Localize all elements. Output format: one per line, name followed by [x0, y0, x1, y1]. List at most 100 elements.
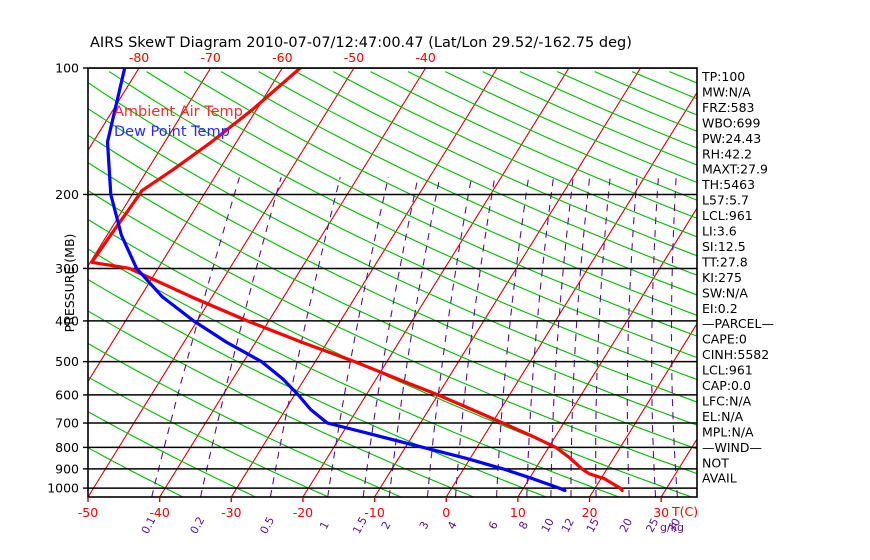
plot-frame [87, 67, 698, 498]
pressure-axis: 100 200 300 400 500 600 700 800 900 1000 [47, 61, 88, 496]
stat-line: SW:N/A [702, 285, 748, 300]
stat-line: TH:5463 [701, 177, 755, 192]
dry-adiabat [88, 248, 620, 497]
stat-line: SI:12.5 [702, 239, 746, 254]
stat-line: TT:27.8 [701, 254, 748, 269]
top-temp-tick-label: -80 [129, 50, 149, 65]
bottom-temp-tick-label: 20 [582, 505, 598, 520]
mixing-ratio-line [651, 177, 659, 497]
mixing-ratio-line [526, 177, 555, 497]
dewpoint-trace [105, 68, 567, 493]
stat-line: WBO:699 [702, 115, 760, 130]
pressure-tick-label: 300 [55, 261, 79, 276]
mixing-ratio-line [151, 177, 241, 497]
isotherm [88, 68, 355, 497]
pressure-tick-label: 1000 [47, 481, 79, 496]
mixing-ratio-lines [151, 177, 678, 497]
page-title: AIRS SkewT Diagram 2010-07-07/12:47:00.4… [90, 35, 632, 51]
bottom-temp-tick-label: 0 [442, 505, 450, 520]
pressure-tick-label: 900 [55, 461, 79, 476]
bottom-temp-tick-label: -50 [78, 505, 98, 520]
dry-adiabat [88, 447, 184, 497]
dry-adiabat [258, 71, 697, 276]
x-axis-label-mixing: g/kg [660, 521, 684, 534]
mixing-ratio-line [454, 177, 496, 497]
isotherm [88, 68, 212, 267]
bottom-temperature-axis: -50 -40 -30 -20 -10 0 10 20 30 [78, 497, 669, 520]
top-temp-tick-label: -50 [344, 50, 364, 65]
dry-adiabat [88, 81, 697, 381]
mixing-ratio-tick-label: 10 [539, 516, 557, 534]
mixing-ratio-tick-label: 20 [617, 516, 635, 534]
mixing-ratio-line [496, 177, 530, 497]
pressure-tick-label: 800 [55, 440, 79, 455]
pressure-tick-label: 200 [55, 187, 79, 202]
mixing-ratio-tick-label: 25 [643, 516, 661, 534]
top-temp-tick-label: -60 [272, 50, 292, 65]
bottom-temp-tick-label: -10 [364, 505, 384, 520]
mixing-ratio-line [199, 177, 282, 497]
dry-adiabat [88, 189, 697, 475]
stat-line: —PARCEL— [702, 316, 774, 331]
mixing-ratio-line [550, 177, 574, 497]
mixing-ratio-line [570, 177, 591, 497]
stat-line: LI:3.6 [702, 224, 737, 239]
temperature-trace [90, 68, 624, 493]
mixing-ratio-line [388, 177, 441, 497]
y-axis-label: PRESSURE (MB) [62, 234, 77, 333]
pressure-tick-label: 700 [55, 416, 79, 431]
bottom-temp-tick-label: -30 [221, 505, 241, 520]
dry-adiabat [88, 107, 697, 403]
dry-adiabat [183, 71, 697, 316]
dry-adiabat [108, 71, 697, 359]
pressure-tick-label: 400 [55, 313, 79, 328]
stat-line: MAXT:27.9 [702, 162, 768, 177]
legend-dew-point-temp: Dew Point Temp [114, 124, 230, 140]
isobar-lines [88, 68, 697, 489]
pressure-tick-label: 100 [55, 61, 79, 76]
stat-line: LCL:961 [702, 208, 753, 223]
stat-line: LCL:961 [702, 363, 753, 378]
stat-line: PW:24.43 [702, 131, 761, 146]
isotherm [159, 68, 427, 497]
bottom-temp-tick-label: -20 [293, 505, 313, 520]
top-temp-tick-label: -40 [415, 50, 435, 65]
stat-line: MPL:N/A [702, 424, 754, 439]
stat-line: —WIND— [702, 440, 762, 455]
isotherm [230, 68, 498, 497]
dry-adiabat [220, 71, 697, 296]
mixing-ratio-line [426, 177, 473, 497]
sounding-traces [90, 68, 624, 493]
top-temp-tick-label: -70 [200, 50, 220, 65]
isotherm [517, 207, 697, 497]
stat-line: EI:0.2 [702, 301, 738, 316]
stat-line: FRZ:583 [702, 100, 755, 115]
stat-line: EL:N/A [702, 409, 744, 424]
dry-adiabat [295, 71, 697, 257]
mixing-ratio-line [362, 177, 419, 497]
mixing-ratio-line [595, 177, 611, 497]
stat-line: CAPE:0 [702, 332, 747, 347]
pressure-tick-label: 500 [55, 354, 79, 369]
stats-panel: TP:100MW:N/AFRZ:583WBO:699PW:24.43RH:42.… [701, 69, 774, 486]
mixing-ratio-line [327, 177, 389, 497]
stat-line: TP:100 [701, 69, 745, 84]
bottom-temp-tick-label: 30 [653, 505, 669, 520]
stat-line: KI:275 [702, 270, 742, 285]
mixing-ratio-tick-label: 12 [559, 516, 577, 534]
mixing-ratio-line [626, 177, 638, 497]
isotherm [302, 68, 570, 497]
dry-adiabat [88, 376, 329, 497]
stat-line: CAP:0.0 [702, 378, 751, 393]
mixing-ratio-tick-label: 30 [665, 516, 683, 534]
mixing-ratio-line [670, 177, 678, 497]
stat-line: MW:N/A [702, 84, 751, 99]
stat-line: NOT [702, 455, 729, 470]
bottom-temp-tick-label: 10 [510, 505, 526, 520]
top-temperature-axis: -80 -70 -60 -50 -40 [129, 50, 436, 65]
mixing-ratio-line [269, 177, 341, 497]
stat-line: CINH:5582 [702, 347, 769, 362]
pressure-tick-label: 600 [55, 387, 79, 402]
